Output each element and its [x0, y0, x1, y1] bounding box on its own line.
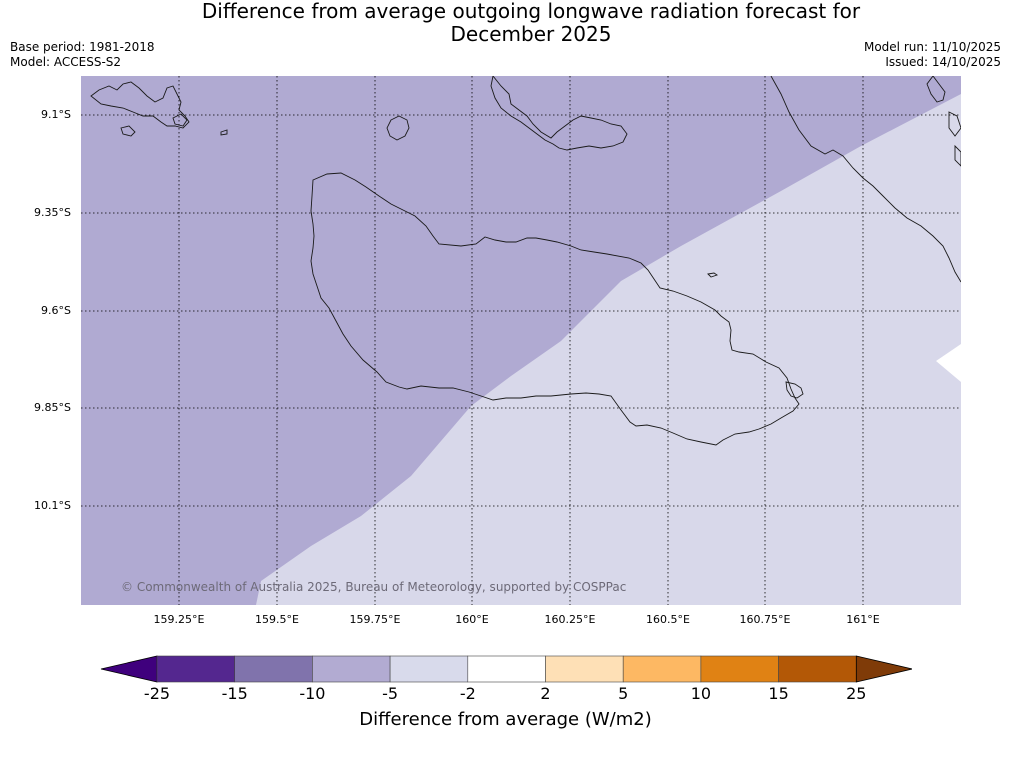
colorbar-tick-label: 2 — [540, 684, 551, 703]
northwest-islands — [90, 81, 190, 129]
map-svg — [81, 76, 961, 605]
colorbar-tick-label: -2 — [459, 684, 476, 703]
colorbar — [100, 655, 912, 683]
northeast-islands — [926, 76, 961, 167]
title-line-2: December 2025 — [450, 22, 612, 46]
longitude-label: 161°E — [846, 613, 880, 626]
chart-title: Difference from average outgoing longwav… — [0, 0, 1011, 46]
right-metadata: Model run: 11/10/2025 Issued: 14/10/2025 — [864, 40, 1001, 70]
longitude-label: 160.5°E — [646, 613, 690, 626]
coastlines — [90, 76, 961, 446]
copyright-notice: © Commonwealth of Australia 2025, Bureau… — [121, 580, 627, 594]
model-name: Model: ACCESS-S2 — [10, 55, 122, 69]
colorbar-segment — [545, 655, 624, 683]
model-run: Model run: 11/10/2025 — [863, 40, 1001, 54]
colorbar-segment — [467, 655, 546, 683]
longitude-label: 160.25°E — [544, 613, 596, 626]
map-panel[interactable] — [81, 76, 961, 605]
colorbar-tick-label: 15 — [768, 684, 789, 703]
base-period: Base period: 1981-2018 — [10, 40, 155, 54]
colorbar-segments — [100, 655, 912, 683]
colorbar-min-extend — [100, 655, 158, 683]
colorbar-segment — [778, 655, 857, 683]
colorbar-tick-label: 25 — [846, 684, 867, 703]
colorbar-tick-label: -5 — [382, 684, 399, 703]
latitude-label: 9.1°S — [41, 108, 71, 121]
colorbar-tick-label: -10 — [299, 684, 326, 703]
main-island-coast — [310, 172, 800, 446]
northwest-islet-1 — [120, 125, 136, 137]
colorbar-segment — [700, 655, 779, 683]
colorbar-segment — [389, 655, 469, 683]
colorbar-title: Difference from average (W/m2) — [359, 709, 652, 730]
colorbar-tick-label: 10 — [690, 684, 712, 703]
longitude-label: 160°E — [455, 613, 489, 626]
longitude-label: 160.75°E — [739, 613, 791, 626]
small-rock — [707, 272, 719, 278]
darker-anomaly-zone — [81, 76, 961, 605]
north-islands — [490, 76, 628, 151]
latitude-label: 9.6°S — [41, 304, 71, 317]
colorbar-segment — [622, 655, 702, 683]
neutral-notch — [936, 344, 961, 382]
latitude-label: 9.85°S — [34, 401, 71, 414]
longitude-label: 159.75°E — [349, 613, 401, 626]
round-island — [386, 115, 410, 141]
colorbar-max-extend — [855, 655, 912, 683]
latitude-label: 9.35°S — [34, 206, 71, 219]
colorbar-segment — [312, 655, 391, 683]
longitude-label: 159.5°E — [255, 613, 299, 626]
issued-date: Issued: 14/10/2025 — [885, 55, 1001, 69]
colorbar-tick-label: -15 — [221, 684, 248, 703]
northwest-islet-3 — [220, 129, 228, 136]
east-islet — [785, 381, 804, 399]
colorbar-tick-label: -25 — [143, 684, 171, 703]
northwest-islet-2 — [172, 113, 188, 127]
colorbar-tick-label: 5 — [618, 684, 629, 703]
left-metadata: Base period: 1981-2018 Model: ACCESS-S2 — [10, 40, 155, 70]
longitude-label: 159.25°E — [153, 613, 205, 626]
colorbar-segment — [234, 655, 313, 683]
latitude-label: 10.1°S — [34, 499, 71, 512]
northeast-coast — [770, 76, 961, 283]
graticule — [81, 76, 961, 605]
colorbar-segment — [156, 655, 235, 683]
title-line-1: Difference from average outgoing longwav… — [201, 0, 861, 23]
